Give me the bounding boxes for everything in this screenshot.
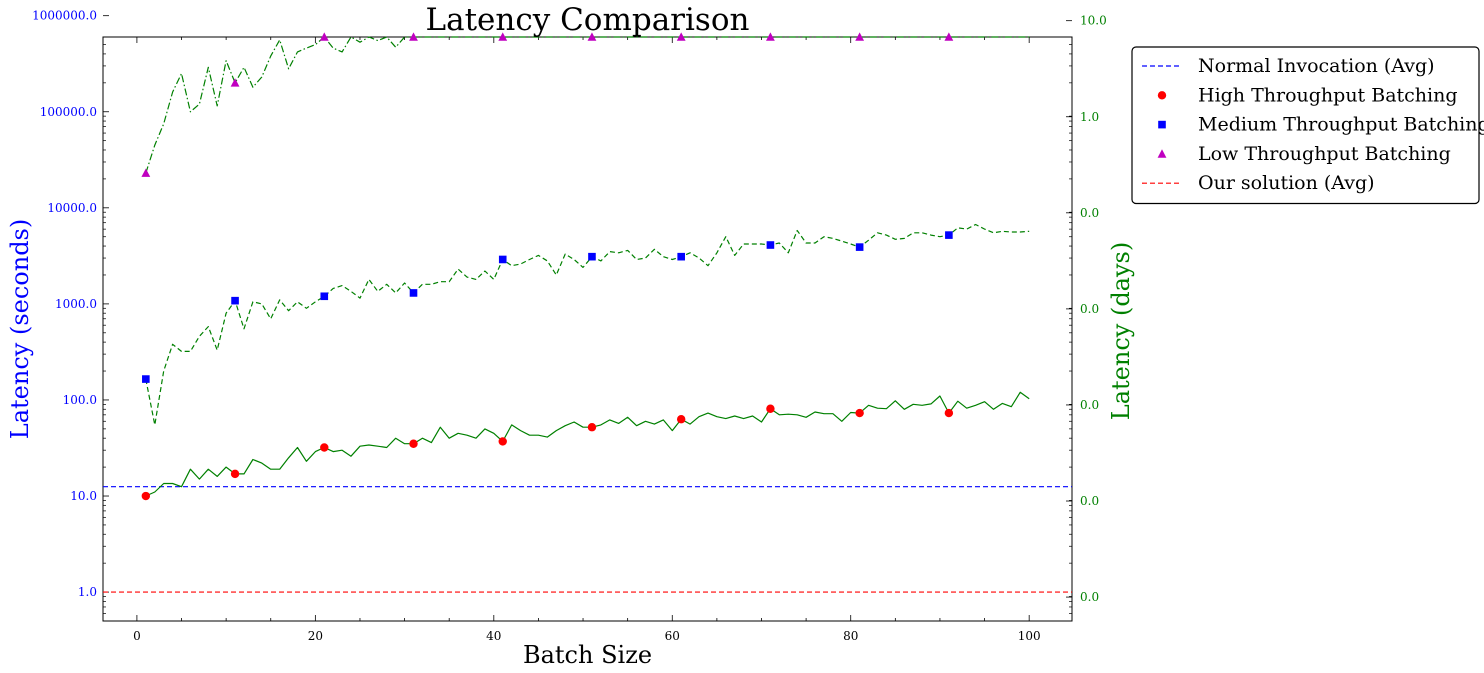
legend-label: High Throughput Batching — [1198, 84, 1458, 106]
data-point-circle — [498, 437, 507, 446]
legend-swatch — [1157, 91, 1167, 100]
data-point-circle — [141, 491, 151, 501]
data-point-square — [766, 241, 775, 249]
x-axis-label: Batch Size — [523, 641, 652, 669]
legend-label: Low Throughput Batching — [1198, 143, 1451, 165]
data-point-triangle — [855, 32, 865, 41]
legend-label: Our solution (Avg) — [1198, 172, 1375, 194]
data-point-triangle — [766, 32, 775, 41]
y-right-tick-label: 1.0 — [1080, 110, 1099, 124]
y-tick-label: 1000000.0 — [32, 9, 97, 23]
data-point-triangle — [944, 32, 954, 41]
data-point-circle — [587, 423, 597, 432]
latency-curve-7 — [145, 36, 1030, 174]
plot-frame — [102, 36, 1073, 622]
data-point-triangle — [409, 32, 418, 41]
latency-curve-6 — [145, 223, 1030, 426]
data-point-square — [320, 292, 329, 301]
y-axis-label: Latency (seconds) — [6, 219, 34, 439]
y-right-tick-label: 0.0 — [1080, 206, 1099, 220]
data-point-triangle — [230, 78, 240, 87]
latency-curve-5 — [145, 391, 1030, 497]
data-point-square — [409, 289, 418, 297]
data-point-circle — [409, 439, 418, 448]
data-point-triangle — [319, 32, 329, 41]
data-point-triangle — [676, 32, 686, 41]
data-point-circle — [766, 404, 775, 413]
x-tick-label: 40 — [486, 629, 501, 643]
legend-swatch — [1157, 149, 1167, 158]
data-point-square — [498, 255, 507, 264]
data-point-circle — [855, 408, 864, 418]
data-point-circle — [676, 415, 686, 424]
x-tick-label: 20 — [308, 629, 323, 643]
data-point-circle — [944, 408, 954, 418]
legend-label: Medium Throughput Batching — [1198, 114, 1484, 136]
y-tick-label: 100.0 — [63, 393, 97, 407]
x-tick-label: 60 — [665, 629, 680, 643]
data-point-square — [142, 375, 150, 383]
data-point-square — [231, 296, 239, 305]
x-tick-label: 100 — [1018, 629, 1041, 643]
data-point-circle — [230, 469, 240, 479]
data-point-square — [855, 243, 864, 251]
legend-box — [1131, 46, 1480, 205]
y-tick-label: 10000.0 — [47, 201, 97, 215]
y-right-axis-label: Latency (days) — [1107, 242, 1135, 420]
y-tick-label: 100000.0 — [40, 105, 97, 119]
y-right-tick-label: 0.0 — [1080, 494, 1099, 508]
y-right-tick-label: 0.0 — [1080, 398, 1099, 412]
legend-swatch — [1158, 120, 1166, 129]
legend-label: Normal Invocation (Avg) — [1198, 55, 1435, 77]
y-right-tick-label: 0.0 — [1080, 302, 1099, 316]
y-tick-label: 1000.0 — [55, 297, 97, 311]
chart-title: Latency Comparison — [426, 2, 750, 38]
x-tick-label: 80 — [843, 629, 858, 643]
data-point-triangle — [141, 168, 151, 177]
x-tick-label: 0 — [133, 629, 141, 643]
data-point-square — [677, 252, 685, 261]
data-point-square — [945, 231, 953, 239]
y-tick-label: 1.0 — [78, 585, 97, 599]
y-right-tick-label: 10.0 — [1080, 14, 1107, 28]
data-point-triangle — [498, 32, 508, 41]
data-point-circle — [320, 443, 329, 452]
data-point-square — [588, 252, 596, 261]
y-tick-label: 10.0 — [70, 489, 97, 503]
data-point-triangle — [587, 32, 597, 41]
y-right-tick-label: 0.0 — [1080, 590, 1099, 604]
